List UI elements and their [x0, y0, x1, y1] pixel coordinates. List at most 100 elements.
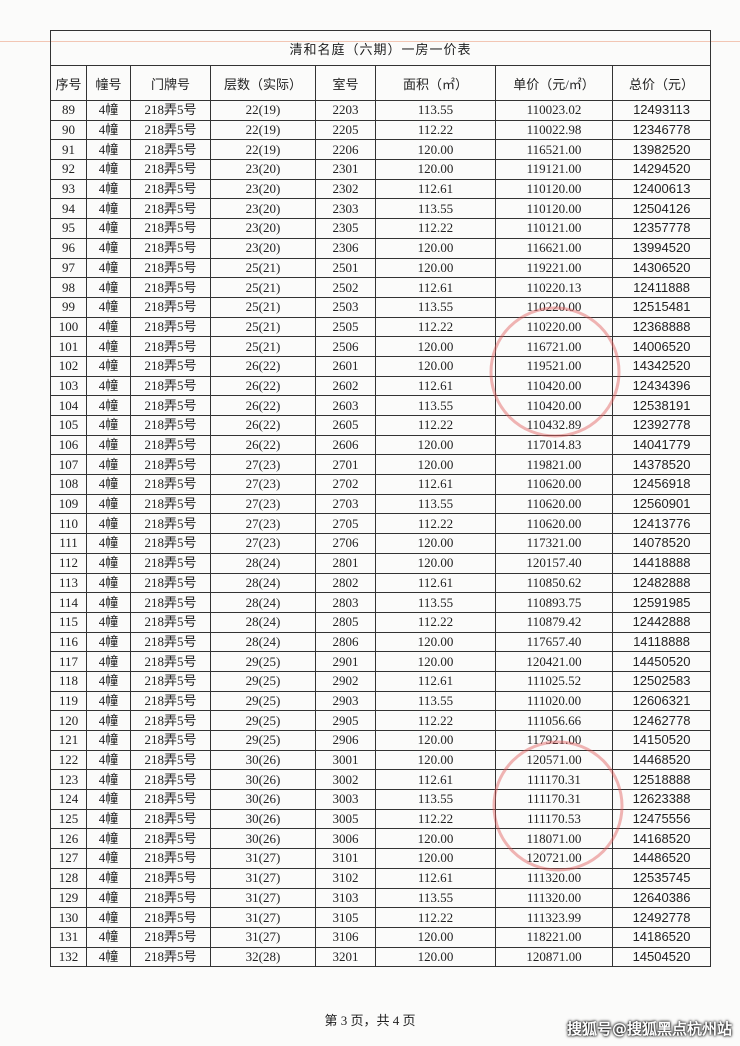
cell: 127 — [50, 848, 87, 869]
cell: 218弄5号 — [130, 434, 211, 456]
cell: 4幢 — [86, 848, 131, 869]
cell: 110220.00 — [495, 296, 613, 318]
cell: 12640386 — [611, 887, 712, 909]
table-row: 132 4幢 218弄5号 32(28) 3201 120.00 120871.00 1450… — [50, 946, 712, 968]
cell: 12502583 — [611, 670, 712, 692]
column-header: 门牌号 — [130, 65, 211, 101]
cell: 2601 — [315, 355, 376, 377]
table-row: 128 4幢 218弄5号 31(27) 3102 112.61 111320.00 1253… — [50, 867, 712, 889]
cell: 218弄5号 — [130, 237, 211, 259]
table-row: 101 4幢 218弄5号 25(21) 2506 120.00 116721.00 1400… — [50, 336, 712, 357]
cell: 99 — [50, 296, 87, 318]
cell: 4幢 — [86, 395, 131, 416]
cell: 218弄5号 — [130, 592, 211, 613]
cell: 2803 — [315, 592, 376, 613]
cell: 14006520 — [611, 336, 712, 357]
table-row: 126 4幢 218弄5号 30(26) 3006 120.00 118071.00 1416… — [50, 828, 712, 850]
cell: 14294520 — [611, 159, 712, 180]
cell: 109 — [50, 493, 87, 515]
cell: 218弄5号 — [130, 552, 211, 574]
cell: 4幢 — [86, 631, 131, 653]
cell: 26(22) — [210, 415, 316, 436]
cell: 218弄5号 — [130, 808, 211, 830]
table-row: 92 4幢 218弄5号 23(20) 2301 120.00 119121.00 14294… — [50, 159, 712, 180]
cell: 120.00 — [375, 454, 496, 476]
table-row: 102 4幢 218弄5号 26(22) 2601 120.00 119521.00 1434… — [50, 355, 712, 377]
cell: 111 — [50, 533, 87, 554]
cell: 110220.13 — [495, 277, 613, 298]
cell: 14186520 — [611, 926, 712, 948]
cell: 110220.00 — [495, 316, 613, 338]
cell: 12413776 — [611, 513, 712, 535]
cell: 112.61 — [375, 277, 496, 298]
cell: 12368888 — [611, 316, 712, 338]
cell: 112.61 — [375, 375, 496, 397]
cell: 129 — [50, 887, 87, 909]
cell: 2706 — [315, 533, 376, 554]
table-row: 89 4幢 218弄5号 22(19) 2203 113.55 110023.02 12493… — [50, 100, 712, 121]
cell: 114 — [50, 592, 87, 613]
cell: 89 — [50, 100, 87, 121]
cell: 120 — [50, 710, 87, 731]
table-row: 115 4幢 218弄5号 28(24) 2805 112.22 110879.42 1244… — [50, 611, 712, 633]
table-row: 119 4幢 218弄5号 29(25) 2903 113.55 111020.00 1260… — [50, 690, 712, 712]
table-row: 117 4幢 218弄5号 29(25) 2901 120.00 120421.00 1445… — [50, 651, 712, 672]
table-row: 121 4幢 218弄5号 29(25) 2906 120.00 117921.00 1415… — [50, 730, 712, 751]
cell: 3103 — [315, 887, 376, 909]
cell: 112.22 — [375, 513, 496, 535]
cell: 26(22) — [210, 434, 316, 456]
cell: 218弄5号 — [130, 769, 211, 791]
cell: 30(26) — [210, 808, 316, 830]
cell: 12482888 — [611, 572, 712, 594]
cell: 120871.00 — [495, 946, 613, 968]
cell: 110620.00 — [495, 513, 613, 535]
cell: 28(24) — [210, 611, 316, 633]
cell: 32(28) — [210, 946, 316, 968]
cell: 125 — [50, 808, 87, 830]
cell: 120.00 — [375, 336, 496, 357]
cell: 2502 — [315, 277, 376, 298]
cell: 12442888 — [611, 611, 712, 633]
cell: 4幢 — [86, 690, 131, 712]
cell: 110120.00 — [495, 178, 613, 200]
table-row: 95 4幢 218弄5号 23(20) 2305 112.22 110121.00 12357… — [50, 218, 712, 239]
cell: 112 — [50, 552, 87, 574]
table-row: 111 4幢 218弄5号 27(23) 2706 120.00 117321.00 1407… — [50, 533, 712, 554]
table-row: 99 4幢 218弄5号 25(21) 2503 113.55 110220.00 12515… — [50, 296, 712, 318]
cell: 117321.00 — [495, 533, 613, 554]
cell: 4幢 — [86, 257, 131, 279]
cell: 110879.42 — [495, 611, 613, 633]
cell: 111056.66 — [495, 710, 613, 731]
cell: 111020.00 — [495, 690, 613, 712]
cell: 2902 — [315, 670, 376, 692]
cell: 4幢 — [86, 926, 131, 948]
cell: 218弄5号 — [130, 848, 211, 869]
cell: 2302 — [315, 178, 376, 200]
cell: 2605 — [315, 415, 376, 436]
cell: 29(25) — [210, 690, 316, 712]
cell: 3201 — [315, 946, 376, 968]
cell: 112.22 — [375, 808, 496, 830]
cell: 31(27) — [210, 926, 316, 948]
cell: 218弄5号 — [130, 296, 211, 318]
cell: 12538191 — [611, 395, 712, 416]
cell: 12411888 — [611, 277, 712, 298]
cell: 4幢 — [86, 119, 131, 141]
table-row: 109 4幢 218弄5号 27(23) 2703 113.55 110620.00 1256… — [50, 493, 712, 515]
cell: 218弄5号 — [130, 710, 211, 731]
table-row: 96 4幢 218弄5号 23(20) 2306 120.00 116621.00 13994… — [50, 237, 712, 259]
table-row: 97 4幢 218弄5号 25(21) 2501 120.00 119221.00 14306… — [50, 257, 712, 279]
table-row: 94 4幢 218弄5号 23(20) 2303 113.55 110120.00 12504… — [50, 198, 712, 220]
cell: 218弄5号 — [130, 454, 211, 476]
cell: 218弄5号 — [130, 139, 211, 161]
cell: 28(24) — [210, 592, 316, 613]
cell: 218弄5号 — [130, 533, 211, 554]
cell: 118221.00 — [495, 926, 613, 948]
cell: 2203 — [315, 100, 376, 121]
cell: 12357778 — [611, 218, 712, 239]
cell: 29(25) — [210, 710, 316, 731]
table-row: 131 4幢 218弄5号 31(27) 3106 120.00 118221.00 1418… — [50, 926, 712, 948]
cell: 12606321 — [611, 690, 712, 712]
cell: 4幢 — [86, 592, 131, 613]
cell: 218弄5号 — [130, 316, 211, 338]
